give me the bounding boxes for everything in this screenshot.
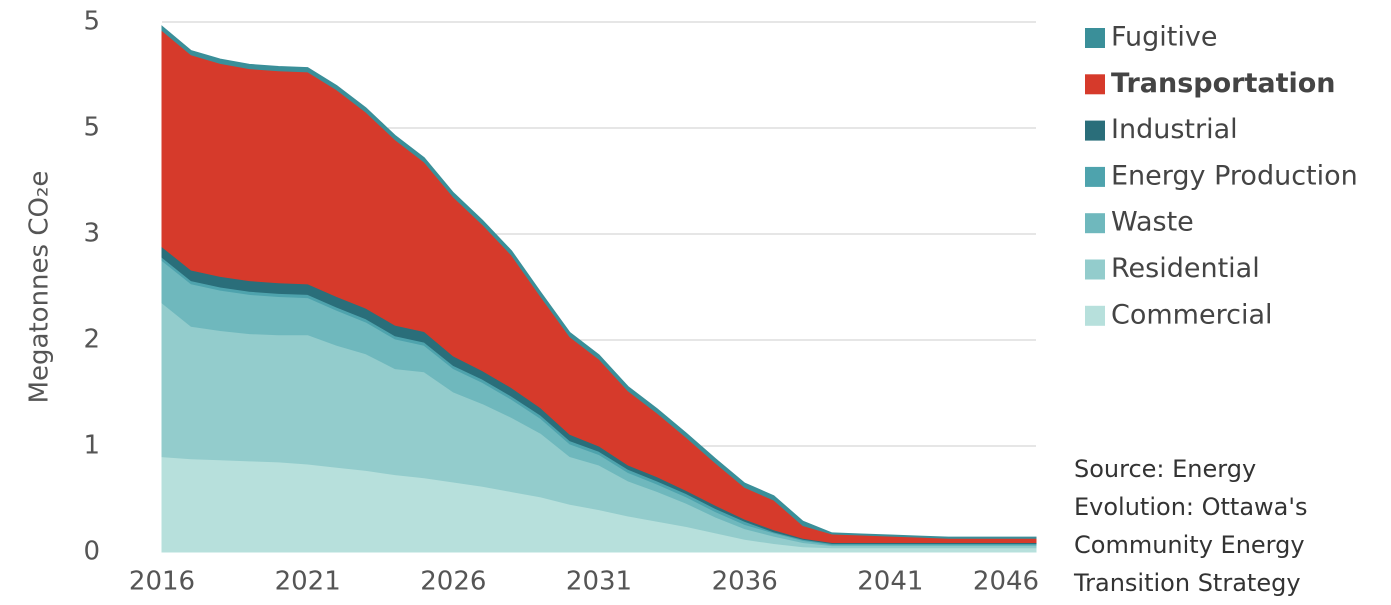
legend-swatch [1085, 305, 1105, 326]
y-axis-label: Megatonnes CO₂e [25, 171, 55, 404]
source-note: Source: Energy [1074, 455, 1256, 483]
legend-label: Waste [1111, 207, 1194, 238]
source-note: Evolution: Ottawa's [1074, 493, 1307, 521]
y-tick-label: 5 [83, 7, 100, 37]
x-tick-label: 2031 [566, 567, 632, 597]
y-tick-label: 0 [83, 537, 100, 567]
legend-label: Industrial [1111, 114, 1238, 145]
x-tick-label: 2026 [420, 567, 486, 597]
legend-swatch [1085, 213, 1105, 234]
legend-label: Energy Production [1111, 160, 1358, 191]
legend-swatch [1085, 74, 1105, 95]
legend-swatch [1085, 120, 1105, 141]
x-tick-label: 2016 [129, 567, 195, 597]
x-tick-label: 2041 [857, 567, 923, 597]
y-tick-label: 5 [83, 113, 100, 143]
y-tick-label: 1 [83, 431, 100, 461]
x-tick-label: 2021 [275, 567, 341, 597]
source-note: Community Energy [1074, 531, 1305, 559]
legend-swatch [1085, 28, 1105, 48]
legend-label: Transportation [1111, 68, 1336, 99]
legend-swatch [1085, 259, 1105, 280]
source-note: Transition Strategy [1073, 569, 1301, 597]
y-tick-label: 2 [83, 325, 100, 355]
x-tick-label: 2046 [973, 567, 1039, 597]
area [161, 25, 1037, 539]
x-tick-label: 2036 [712, 567, 778, 597]
legend-label: Residential [1111, 253, 1260, 284]
y-tick-label: 3 [83, 219, 100, 249]
legend-label: Fugitive [1111, 22, 1217, 53]
legend-label: Commercial [1111, 299, 1273, 330]
legend-swatch [1085, 166, 1105, 187]
